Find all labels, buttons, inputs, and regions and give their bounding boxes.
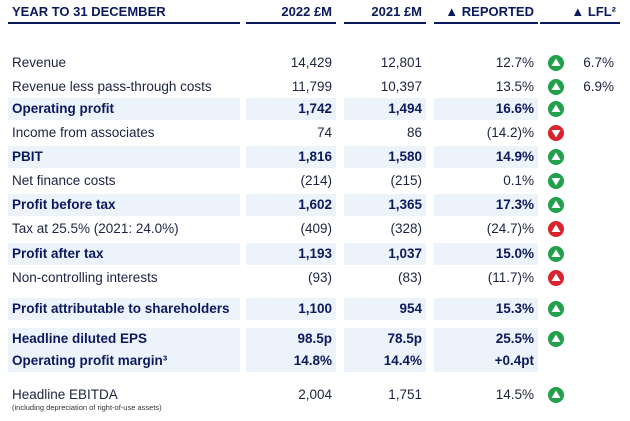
- value-cell: 25.5%: [434, 328, 538, 350]
- value-cell: (215): [390, 173, 422, 188]
- row-label: Profit attributable to shareholders: [8, 298, 240, 320]
- value-cell: 6.9%: [583, 79, 614, 94]
- value-cell: (24.7)%: [486, 221, 534, 236]
- value-cell: +0.4pt: [434, 350, 538, 372]
- value-cell: 0.1%: [503, 173, 534, 188]
- value-cell: 14,429: [290, 55, 332, 70]
- value-cell: 98.5p: [246, 328, 336, 350]
- row-label: Operating profit margin³: [8, 350, 240, 372]
- trend-icon: [548, 55, 564, 71]
- value-cell: 1,816: [246, 146, 336, 168]
- trend-icon: [548, 173, 564, 189]
- trend-icon: [548, 331, 564, 347]
- value-cell: 12.7%: [495, 55, 534, 70]
- value-cell: 1,580: [344, 146, 426, 168]
- value-cell: 74: [316, 125, 332, 140]
- value-cell: 954: [344, 298, 426, 320]
- value-cell: 1,365: [344, 194, 426, 216]
- value-cell: (214): [300, 173, 332, 188]
- value-cell: (328): [390, 221, 422, 236]
- value-cell: 13.5%: [495, 79, 534, 94]
- value-cell: 11,799: [291, 79, 332, 94]
- header-cell: YEAR TO 31 DECEMBER: [8, 0, 240, 24]
- trend-icon: [548, 101, 564, 117]
- value-cell: 1,751: [388, 387, 422, 402]
- row-label: Non-controlling interests: [12, 270, 158, 285]
- trend-icon: [548, 301, 564, 317]
- value-cell: 10,397: [380, 79, 422, 94]
- value-cell: 14.8%: [246, 350, 336, 372]
- value-cell: 16.6%: [434, 98, 538, 120]
- trend-icon: [548, 221, 564, 237]
- trend-icon: [548, 246, 564, 262]
- value-cell: (11.7)%: [487, 270, 534, 285]
- value-cell: (83): [397, 270, 422, 285]
- header-cell: 2021 £M: [344, 0, 426, 24]
- value-cell: 1,100: [246, 298, 336, 320]
- value-cell: 15.3%: [434, 298, 538, 320]
- header-cell: ▲ LFL²: [540, 0, 620, 24]
- trend-icon: [548, 387, 564, 403]
- row-label: PBIT: [8, 146, 240, 168]
- row-label: Revenue less pass-through costs: [12, 79, 212, 94]
- value-cell: 14.4%: [344, 350, 426, 372]
- row-label: Net finance costs: [12, 173, 116, 188]
- value-cell: (93): [307, 270, 332, 285]
- row-label: Profit after tax: [8, 243, 240, 265]
- value-cell: 12,801: [380, 55, 422, 70]
- trend-icon: [548, 270, 564, 286]
- value-cell: (409): [300, 221, 332, 236]
- value-cell: 1,037: [344, 243, 426, 265]
- value-cell: 2,004: [298, 387, 332, 402]
- trend-icon: [548, 149, 564, 165]
- value-cell: 1,494: [344, 98, 426, 120]
- value-cell: 1,193: [246, 243, 336, 265]
- trend-icon: [548, 197, 564, 213]
- value-cell: (14.2)%: [486, 125, 534, 140]
- row-label: Income from associates: [12, 125, 155, 140]
- value-cell: 1,742: [246, 98, 336, 120]
- value-cell: 14.5%: [495, 387, 534, 402]
- row-note: (including depreciation of right-of-use …: [12, 403, 162, 412]
- header-cell: ▲ REPORTED: [434, 0, 538, 24]
- row-label: Profit before tax: [8, 194, 240, 216]
- value-cell: 78.5p: [344, 328, 426, 350]
- value-cell: 15.0%: [434, 243, 538, 265]
- header-cell: 2022 £M: [246, 0, 336, 24]
- row-label: Tax at 25.5% (2021: 24.0%): [12, 221, 179, 236]
- value-cell: 1,602: [246, 194, 336, 216]
- value-cell: 17.3%: [434, 194, 538, 216]
- value-cell: 6.7%: [583, 55, 614, 70]
- value-cell: 86: [406, 125, 422, 140]
- row-label: Headline diluted EPS: [8, 328, 240, 350]
- value-cell: 14.9%: [434, 146, 538, 168]
- row-label: Headline EBITDA: [12, 387, 118, 402]
- row-label: Revenue: [12, 55, 67, 70]
- trend-icon: [548, 79, 564, 95]
- trend-icon: [548, 125, 564, 141]
- row-label: Operating profit: [8, 98, 240, 120]
